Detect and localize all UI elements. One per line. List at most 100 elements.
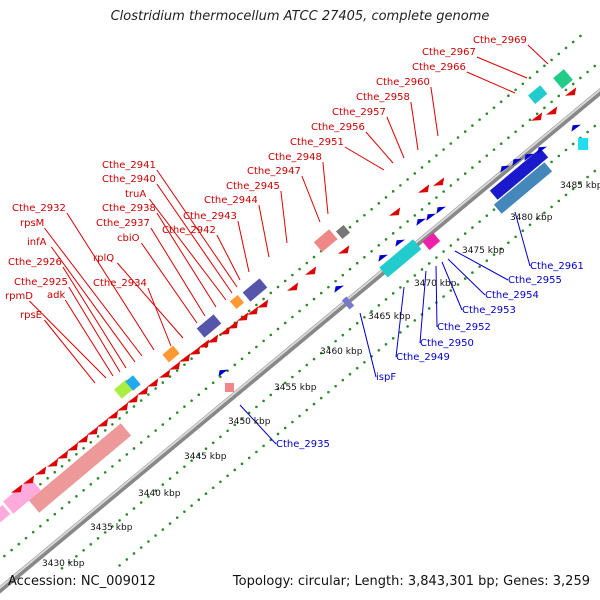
- gene-label[interactable]: cbiO: [117, 233, 140, 244]
- gene-label[interactable]: ispF: [376, 372, 396, 383]
- gene-block[interactable]: [125, 375, 141, 391]
- gene-arrow[interactable]: [334, 285, 344, 293]
- gene-label[interactable]: Cthe_2967: [422, 47, 476, 58]
- gene-label[interactable]: Cthe_2945: [226, 181, 280, 192]
- gene-arrow[interactable]: [512, 158, 522, 166]
- gene-arrow[interactable]: [537, 146, 547, 154]
- gene-arrow[interactable]: [207, 334, 219, 343]
- gene-arrow[interactable]: [198, 339, 210, 348]
- gene-arrow[interactable]: [378, 254, 388, 262]
- gene-label[interactable]: Cthe_2956: [311, 122, 365, 133]
- gene-label[interactable]: Cthe_2938: [102, 203, 156, 214]
- gene-block[interactable]: [162, 345, 180, 363]
- gene-label[interactable]: rpsM: [20, 218, 44, 229]
- gene-arrow[interactable]: [418, 184, 430, 193]
- gene-label[interactable]: Cthe_2932: [12, 203, 66, 214]
- gene-label[interactable]: Cthe_2958: [356, 92, 410, 103]
- gene-arrow[interactable]: [169, 361, 181, 370]
- gene-label[interactable]: Cthe_2948: [268, 152, 322, 163]
- gene-block[interactable]: [3, 478, 41, 514]
- gene-arrow[interactable]: [416, 218, 426, 226]
- gene-label[interactable]: rplQ: [93, 253, 114, 264]
- gene-arrow[interactable]: [338, 245, 350, 254]
- gene-label[interactable]: Cthe_2961: [530, 261, 584, 272]
- gene-arrow[interactable]: [433, 177, 445, 186]
- gene-arrow[interactable]: [237, 312, 249, 321]
- gene-arrow[interactable]: [395, 239, 405, 247]
- gene-label[interactable]: Cthe_2949: [396, 352, 450, 363]
- gene-block[interactable]: [229, 294, 245, 310]
- gene-arrow[interactable]: [23, 475, 35, 484]
- gene-arrow[interactable]: [87, 426, 99, 435]
- gene-label[interactable]: Cthe_2934: [93, 278, 147, 289]
- reverse-strand-arrows[interactable]: [218, 124, 581, 377]
- gene-arrow[interactable]: [179, 353, 191, 362]
- gene-arrow[interactable]: [57, 450, 69, 459]
- gene-arrow[interactable]: [500, 165, 510, 173]
- gene-arrow[interactable]: [305, 266, 317, 275]
- gene-arrow[interactable]: [47, 458, 59, 467]
- gene-arrow[interactable]: [426, 213, 436, 221]
- gene-arrow[interactable]: [77, 434, 89, 443]
- gene-arrow[interactable]: [159, 369, 171, 378]
- gene-label[interactable]: rpmD: [5, 291, 33, 302]
- gene-arrow[interactable]: [35, 466, 47, 475]
- gene-label[interactable]: Cthe_2957: [332, 107, 386, 118]
- gene-arrow[interactable]: [571, 124, 581, 132]
- gene-block[interactable]: [28, 423, 132, 513]
- gene-label[interactable]: Cthe_2950: [420, 338, 474, 349]
- gene-block[interactable]: [0, 504, 11, 524]
- gene-block[interactable]: [335, 224, 351, 240]
- reverse-gene-labels[interactable]: Cthe_2961 Cthe_2955 Cthe_2954 Cthe_2953 Cthe…: [276, 261, 584, 450]
- gene-label[interactable]: Cthe_2935: [276, 439, 330, 450]
- gene-label[interactable]: Cthe_2951: [290, 137, 344, 148]
- gene-block[interactable]: [242, 278, 268, 302]
- gene-label[interactable]: Cthe_2942: [162, 225, 216, 236]
- gene-block[interactable]: [225, 383, 234, 392]
- gene-label[interactable]: Cthe_2947: [247, 166, 301, 177]
- gene-arrow[interactable]: [257, 299, 269, 308]
- gene-arrow[interactable]: [218, 369, 228, 377]
- gene-block[interactable]: [553, 69, 573, 89]
- gene-label[interactable]: Cthe_2953: [462, 305, 516, 316]
- gene-block[interactable]: [196, 314, 222, 338]
- gene-label[interactable]: Cthe_2955: [508, 275, 562, 286]
- gene-arrow[interactable]: [524, 153, 534, 161]
- gene-arrow[interactable]: [67, 442, 79, 451]
- gene-label[interactable]: Cthe_2941: [102, 160, 156, 171]
- gene-block[interactable]: [493, 162, 553, 214]
- gene-block[interactable]: [578, 138, 588, 150]
- gene-arrow[interactable]: [97, 418, 109, 427]
- gene-arrow[interactable]: [227, 320, 239, 329]
- gene-label[interactable]: infA: [27, 237, 47, 248]
- gene-label[interactable]: truA: [125, 189, 146, 200]
- gene-block[interactable]: [528, 85, 548, 104]
- gene-arrow[interactable]: [137, 386, 149, 395]
- gene-label[interactable]: Cthe_2954: [485, 290, 539, 301]
- gene-arrow[interactable]: [546, 106, 558, 115]
- gene-arrow[interactable]: [247, 306, 259, 315]
- gene-block[interactable]: [489, 148, 549, 200]
- gene-arrow[interactable]: [189, 346, 201, 355]
- gene-arrow[interactable]: [287, 282, 299, 291]
- gene-label[interactable]: Cthe_2952: [437, 322, 491, 333]
- gene-arrow[interactable]: [147, 378, 159, 387]
- gene-label[interactable]: Cthe_2937: [96, 218, 150, 229]
- gene-label[interactable]: Cthe_2969: [473, 35, 527, 46]
- gene-arrow[interactable]: [107, 410, 119, 419]
- gene-label[interactable]: Cthe_2940: [102, 174, 156, 185]
- gene-label[interactable]: Cthe_2925: [14, 277, 68, 288]
- gene-label[interactable]: adk: [47, 290, 65, 301]
- forward-strand-features[interactable]: [0, 69, 573, 524]
- gene-arrow[interactable]: [11, 484, 23, 493]
- gene-arrow[interactable]: [436, 206, 446, 214]
- reverse-strand-features[interactable]: [341, 138, 588, 310]
- gene-label[interactable]: Cthe_2944: [204, 195, 258, 206]
- gene-label[interactable]: rpsE: [20, 310, 42, 321]
- gene-block[interactable]: [379, 239, 422, 278]
- gene-block[interactable]: [422, 232, 441, 251]
- gene-block[interactable]: [341, 296, 355, 310]
- gene-arrow[interactable]: [389, 207, 401, 216]
